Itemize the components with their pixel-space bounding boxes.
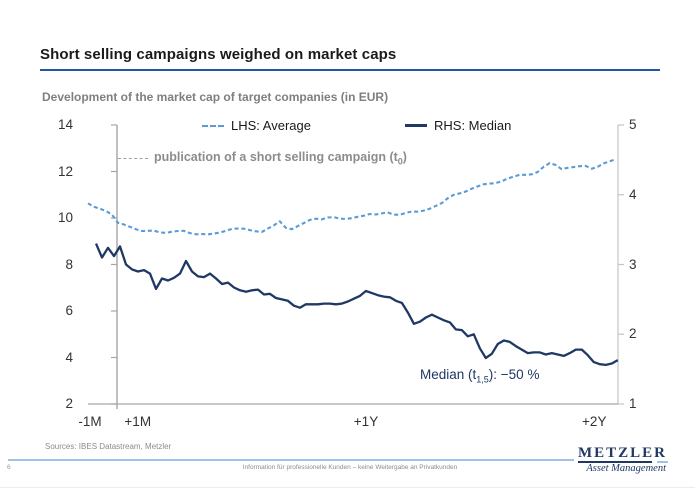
y-right-tick-label: 1: [629, 396, 637, 411]
title-underline: [40, 69, 660, 71]
y-right-tick-label: 2: [629, 326, 637, 342]
y-right-tick-label: 5: [629, 117, 637, 132]
series-median: [94, 243, 619, 367]
median-annotation: Median (t1,5): −50 %: [420, 367, 540, 385]
chart-subtitle: Development of the market cap of target …: [42, 90, 389, 104]
y-left-tick-label: 2: [65, 396, 73, 411]
legend-label-median: RHS: Median: [434, 118, 512, 133]
y-left-tick-label: 14: [57, 117, 73, 132]
reference-line-label: publication of a short selling campaign …: [154, 150, 407, 167]
metzler-logo: METZLER: [578, 445, 668, 461]
y-left-tick-label: 8: [65, 256, 73, 272]
x-tick-label-+1Y: +1Y: [353, 414, 379, 429]
logo-right-rule: [657, 461, 668, 463]
sources-note: Sources: IBES Datastream, Metzler: [45, 442, 172, 451]
slide-bottom-edge: [0, 487, 695, 488]
x-tick-label-+2Y: +2Y: [582, 414, 607, 429]
logo-tagline: Asset Management: [586, 463, 666, 474]
legend-item-median: RHS: Median: [405, 118, 511, 133]
legend-label-average: LHS: Average: [231, 118, 311, 133]
footer-disclaimer: Information für professionelle Kunden – …: [242, 464, 458, 471]
page-number: 6: [7, 464, 11, 471]
x-tick-label-+1M: +1M: [124, 414, 152, 429]
gray-dashed-line-icon: [118, 157, 148, 159]
y-left-tick-label: 10: [57, 210, 73, 225]
series-average: [87, 158, 617, 236]
page-title: Short selling campaigns weighed on marke…: [40, 46, 397, 63]
y-left-tick-label: 4: [65, 349, 73, 365]
reference-line-legend: publication of a short selling campaign …: [118, 150, 407, 167]
footer-divider: [8, 459, 574, 461]
logo-underline: [578, 461, 652, 463]
x-tick-label--1M: -1M: [78, 414, 102, 429]
legend-item-average: LHS: Average: [202, 118, 311, 133]
solid-line-icon: [405, 124, 427, 127]
dashed-line-icon: [202, 124, 224, 127]
y-right-tick-label: 3: [629, 256, 637, 272]
y-right-tick-label: 4: [629, 186, 637, 202]
y-left-tick-label: 12: [57, 163, 73, 179]
y-left-tick-label: 6: [65, 303, 73, 318]
